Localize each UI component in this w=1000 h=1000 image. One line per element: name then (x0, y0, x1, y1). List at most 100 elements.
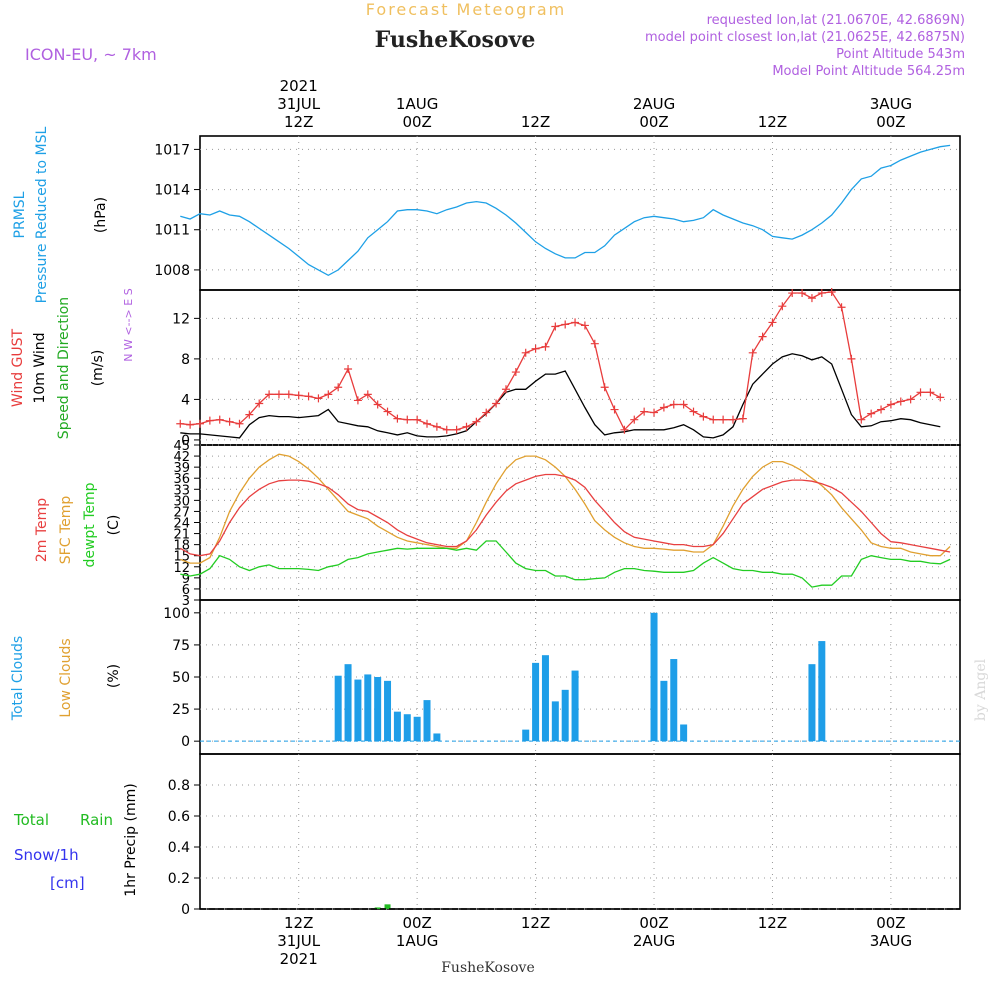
gust-point (620, 425, 629, 434)
t2m-line (179, 473, 951, 557)
y-tick-label: 18 (173, 539, 190, 554)
gust-point (531, 344, 540, 353)
time-tick-label: 00Z (639, 113, 668, 131)
gust-point (353, 396, 362, 405)
gust-point (719, 415, 728, 424)
time-tick-label: 3AUG (870, 95, 912, 113)
y-tick-label: 12 (173, 561, 190, 576)
gust-point (432, 422, 441, 431)
cloud-bar (541, 655, 549, 742)
gust-point (728, 415, 737, 424)
time-tick-label: 12Z (758, 113, 787, 131)
cloud-bar (660, 680, 668, 742)
gust-point (452, 425, 461, 434)
gust-point (225, 417, 234, 426)
y-tick-label: 8 (181, 352, 190, 368)
gust-point (867, 409, 876, 418)
gust-point (877, 405, 886, 414)
time-tick-label: 3AUG (870, 932, 912, 950)
gust-point (344, 365, 353, 374)
gust-point (936, 393, 945, 402)
dewpt-line (180, 540, 951, 588)
gust-point (630, 415, 639, 424)
y-tick-label: 36 (173, 472, 190, 487)
cloud-bar (344, 664, 352, 742)
cloud-bar (571, 670, 579, 742)
y-tick-label: 1017 (154, 142, 190, 158)
location-title: FusheKosove (375, 27, 536, 53)
cloud-bar (670, 659, 678, 742)
gust-point (235, 419, 244, 428)
gust-point (571, 318, 580, 327)
cloud-bar (532, 662, 540, 742)
wind-labels: Wind GUST 10m Wind Speed and Direction (… (10, 288, 135, 439)
footer-location: FusheKosove (441, 960, 535, 976)
time-tick-label: 12Z (521, 113, 550, 131)
model-name: ICON-EU, ~ 7km (25, 45, 157, 64)
gust-point (521, 348, 530, 357)
gust-point (561, 320, 570, 329)
time-tick-label: 12Z (284, 914, 313, 932)
y-tick-label: 0 (181, 433, 190, 449)
y-tick-label: 12 (172, 311, 190, 327)
gust-point (650, 408, 659, 417)
time-tick-label: 31JUL (277, 95, 320, 113)
gust-point (758, 332, 767, 341)
gust-point (413, 415, 422, 424)
pressure-unit-label: (hPa) (93, 197, 109, 233)
gust-point (679, 400, 688, 409)
y-tick-label: 33 (173, 483, 190, 498)
wind10m-line (180, 353, 941, 439)
cloud-bar (403, 714, 411, 742)
pressure-name-label: PRMSL (12, 191, 28, 238)
pressure-line (180, 144, 951, 277)
gust-point (590, 339, 599, 348)
y-tick-label: 0.6 (168, 809, 190, 825)
cloud-bar (551, 701, 559, 742)
gust-point (748, 348, 757, 357)
sfc-label: SFC Temp (58, 496, 74, 565)
gust-point (827, 288, 836, 297)
cloud-bar (650, 612, 658, 742)
time-tick-label: 12Z (758, 914, 787, 932)
cloud-bar (423, 700, 431, 742)
gust-point (886, 400, 895, 409)
temp-labels: 2m Temp SFC Temp dewpt Temp (C) (34, 482, 122, 567)
gust-point (304, 392, 313, 401)
gust-point (482, 408, 491, 417)
gust-point (492, 399, 501, 408)
wind-unit-label: (m/s) (90, 350, 106, 387)
gust-point (699, 412, 708, 421)
sfc-temp-line (180, 453, 951, 564)
gust-point (798, 289, 807, 298)
gust-point (393, 414, 402, 423)
gust-point (541, 342, 550, 351)
gust-point (176, 419, 185, 428)
y-tick-label: 9 (182, 572, 190, 587)
panel-wind: 0 4 8 12 (172, 289, 961, 449)
pressure-desc-label: Pressure Reduced to MSL (34, 126, 50, 303)
rain-bar (374, 907, 381, 909)
gust-point (669, 400, 678, 409)
pressure-labels: PRMSL Pressure Reduced to MSL (hPa) (12, 126, 109, 303)
gust-point (857, 415, 866, 424)
y-tick-label: 1011 (154, 223, 190, 239)
gust-point (916, 388, 925, 397)
cloud-bar (433, 733, 441, 742)
gust-point (314, 394, 323, 403)
y-tick-label: 100 (163, 606, 190, 622)
time-tick-label: 1AUG (396, 932, 438, 950)
y-tick-label: 0.4 (168, 840, 190, 856)
time-tick-label: 00Z (876, 113, 905, 131)
cloud-bar (393, 711, 401, 742)
gust-point (472, 417, 481, 426)
panel-precip: 0 0.2 0.4 0.6 0.8 (168, 753, 961, 918)
panel-frame-precip (199, 753, 961, 910)
time-tick-label: 00Z (402, 113, 431, 131)
gust-point (640, 407, 649, 416)
panel-clouds: 0 25 50 75 100 (163, 599, 961, 755)
gust-point (215, 415, 224, 424)
gust-point (363, 390, 372, 399)
snow-unit-label: [cm] (50, 874, 85, 892)
